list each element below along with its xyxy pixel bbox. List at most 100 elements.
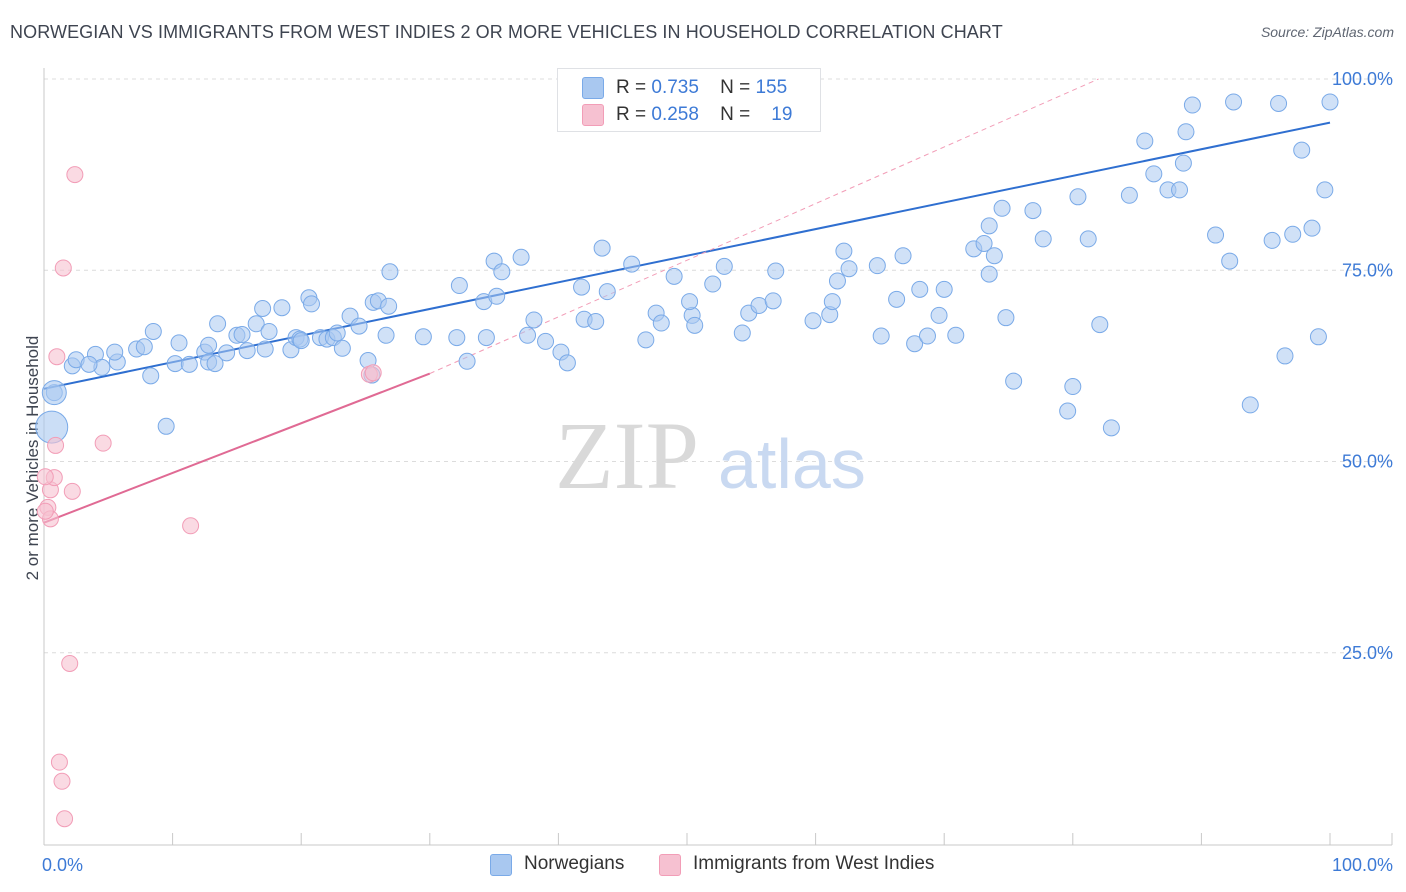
r-value-west-indies: 0.258: [651, 104, 699, 125]
west-indies-point: [364, 364, 382, 382]
norwegian-point: [980, 217, 998, 235]
r-label: R =: [616, 77, 647, 98]
norwegian-point: [1059, 402, 1077, 420]
norwegian-point: [980, 265, 998, 283]
west-indies-point: [36, 468, 54, 486]
norwegian-point: [1177, 123, 1195, 141]
norwegian-point: [715, 257, 733, 275]
norwegian-point: [206, 355, 224, 373]
norwegian-point: [686, 316, 704, 334]
legend-swatch-norwegians: [490, 854, 512, 876]
norwegian-point: [637, 331, 655, 349]
norwegian-point: [598, 283, 616, 301]
norwegian-point: [573, 278, 591, 296]
norwegian-point: [764, 292, 782, 310]
norwegian-point: [947, 326, 965, 344]
source-label: Source: ZipAtlas.com: [1260, 24, 1394, 40]
norwegian-point: [804, 312, 822, 330]
norwegian-point: [1102, 419, 1120, 437]
norwegian-point: [519, 326, 537, 344]
watermark-atlas: atlas: [718, 425, 866, 503]
n-label: N =: [720, 77, 751, 98]
norwegian-point: [1024, 202, 1042, 220]
west-indies-point: [50, 753, 68, 771]
norwegian-point: [828, 272, 846, 290]
norwegian-point: [1174, 154, 1192, 172]
norwegian-point: [525, 311, 543, 329]
norwegian-point: [623, 255, 641, 273]
norwegian-point: [209, 315, 227, 333]
norwegian-point: [1303, 219, 1321, 237]
norwegian-point: [458, 352, 476, 370]
norwegian-point: [256, 340, 274, 358]
norwegian-point: [1276, 347, 1294, 365]
norwegian-point: [106, 343, 124, 361]
norwegian-point: [1321, 93, 1339, 111]
norwegian-point: [652, 314, 670, 332]
norwegian-point: [488, 287, 506, 305]
norwegian-point: [381, 263, 399, 281]
norwegian-point: [1270, 94, 1288, 112]
norwegian-point: [704, 275, 722, 293]
watermark-zip: ZIP: [555, 402, 699, 509]
norwegian-point: [254, 300, 272, 317]
norwegian-point: [894, 247, 912, 265]
norwegian-point: [558, 354, 576, 372]
r-label: R =: [616, 104, 647, 125]
norwegian-point: [985, 247, 1003, 265]
norwegian-point: [935, 280, 953, 298]
norwegian-point: [997, 309, 1015, 327]
west-indies-point: [66, 166, 84, 184]
norwegian-point: [930, 306, 948, 324]
norwegian-point: [170, 334, 188, 352]
y-tick-label: 50.0%: [1342, 452, 1393, 472]
norwegian-point: [247, 315, 265, 333]
legend-swatch-blue: [582, 77, 604, 99]
points-layer: [35, 93, 1339, 828]
norwegian-point: [1120, 186, 1138, 204]
norwegian-point: [238, 342, 256, 360]
norwegian-point: [380, 297, 398, 315]
west-indies-point: [54, 259, 72, 277]
norwegian-point: [975, 234, 993, 252]
norwegian-point: [665, 267, 683, 285]
n-label: N =: [720, 104, 751, 125]
norwegian-point: [260, 322, 278, 340]
west-indies-point: [47, 436, 65, 454]
norwegian-point: [868, 257, 886, 275]
west-indies-trendline: [43, 372, 431, 524]
norwegian-point: [872, 327, 890, 345]
norwegian-point: [1171, 181, 1189, 199]
norwegian-point: [1221, 252, 1239, 270]
legend-swatch-pink: [582, 104, 604, 126]
stats-legend: R = 0.735 N = 155 R = 0.258 N = 19: [557, 68, 821, 132]
norwegian-point: [767, 262, 785, 280]
west-indies-point: [53, 772, 71, 790]
norwegian-point: [888, 290, 906, 308]
west-indies-point: [36, 502, 54, 520]
norwegian-point: [750, 296, 768, 314]
norwegian-point: [1136, 132, 1154, 150]
norwegian-point: [918, 327, 936, 345]
norwegian-point: [906, 335, 924, 353]
west-indies-point: [63, 482, 81, 500]
norwegian-point: [350, 317, 368, 335]
n-value-norwegians: 155: [755, 77, 788, 98]
norwegian-point: [1034, 230, 1052, 248]
west-indies-point: [61, 654, 79, 672]
norwegian-point: [218, 344, 236, 362]
norwegian-point: [157, 417, 175, 435]
norwegian-point: [840, 260, 858, 278]
norwegian-point: [1079, 230, 1097, 248]
norwegian-point: [733, 324, 751, 342]
n-value-west-indies: 19: [771, 104, 793, 125]
legend-label-norwegians: Norwegians: [524, 853, 625, 874]
norwegian-point: [1091, 316, 1109, 334]
norwegian-point: [512, 248, 530, 266]
norwegian-point: [1284, 225, 1302, 243]
west-indies-point: [182, 517, 200, 535]
west-indies-point: [94, 434, 112, 452]
norwegian-point: [450, 277, 468, 295]
norwegian-point: [333, 339, 351, 357]
